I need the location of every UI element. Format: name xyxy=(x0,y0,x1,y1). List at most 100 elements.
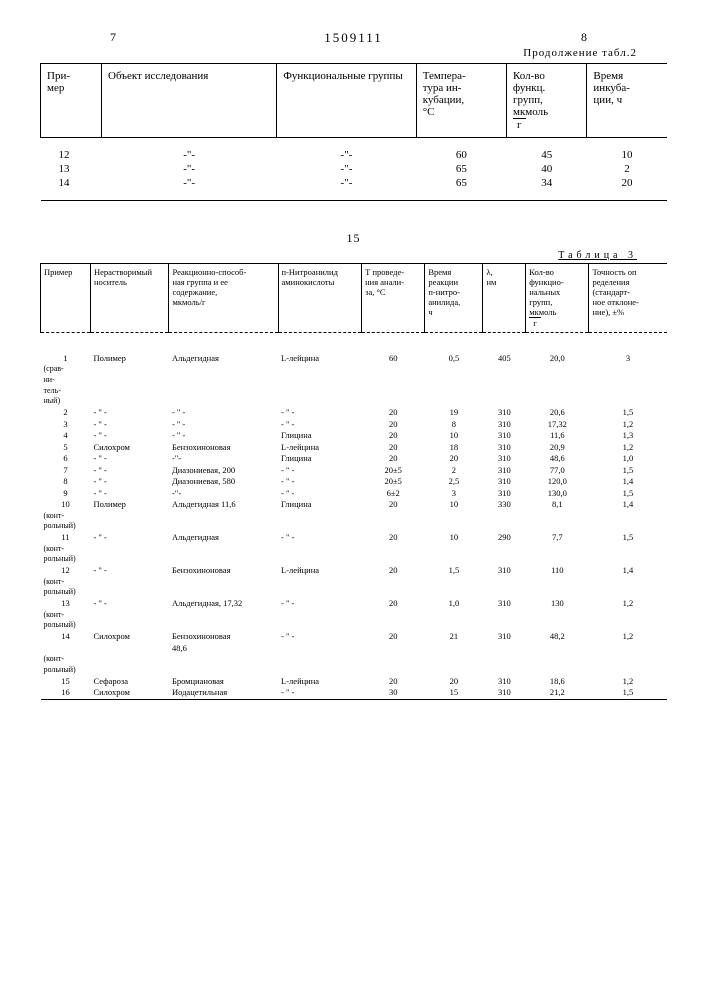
table-cell: Силохром xyxy=(90,631,169,654)
table-cell: 7,7 xyxy=(526,532,589,543)
table-cell: 8 xyxy=(425,419,483,430)
table-cell: Силохром xyxy=(90,687,169,699)
table-cell: - " - xyxy=(278,532,362,543)
table-cell: 1,2 xyxy=(589,631,667,654)
table-cell: Глицина xyxy=(278,430,362,441)
table-cell: 14 xyxy=(41,176,102,190)
table-row: 15СефарозаБромциановаяL-лейцина202031018… xyxy=(41,676,668,687)
page-right: 8 xyxy=(581,30,587,45)
table-row-note: (конт- рольный) xyxy=(41,544,668,566)
table-cell: 1,4 xyxy=(589,499,667,510)
table-cell: - " - xyxy=(278,419,362,430)
table-cell: 20 xyxy=(362,532,425,543)
table-cell: 20 xyxy=(362,565,425,576)
table-cell: 310 xyxy=(483,488,526,499)
table-2: При- мер Объект исследования Функциональ… xyxy=(40,63,667,201)
table-cell: 2 xyxy=(587,162,667,176)
table-cell: 6 xyxy=(41,453,91,464)
table-cell: 20 xyxy=(425,676,483,687)
table-cell: - " - xyxy=(90,419,169,430)
table-row: 4- " -- " -Глицина201031011,61,3 xyxy=(41,430,668,441)
table-cell: -"- xyxy=(169,453,278,464)
table-cell: 20,6 xyxy=(526,407,589,418)
table-cell: 4 xyxy=(41,430,91,441)
table-cell: 110 xyxy=(526,565,589,576)
table-cell: 34 xyxy=(506,176,586,190)
table-cell: - " - xyxy=(90,598,169,609)
table-cell: 310 xyxy=(483,465,526,476)
table-row-note: (срав- ни- тель- ный) xyxy=(41,364,668,407)
table-cell: 30 xyxy=(362,687,425,699)
table-cell: 1,0 xyxy=(589,453,667,464)
table-cell: L-лейцина xyxy=(278,565,362,576)
table-cell: Альдегидная, 17,32 xyxy=(169,598,278,609)
table-cell: Сефароза xyxy=(90,676,169,687)
table-cell: 3 xyxy=(425,488,483,499)
table-row: 11- " -Альдегидная- " -20102907,71,5 xyxy=(41,532,668,543)
table-cell: L-лейцина xyxy=(278,353,362,364)
table-row: 1ПолимерАльдегиднаяL-лейцина600,540520,0… xyxy=(41,353,668,364)
table-cell: Силохром xyxy=(90,442,169,453)
table-row: 9- " --"-- " -6±23310130,01,5 xyxy=(41,488,668,499)
table-cell: -"- xyxy=(169,488,278,499)
table-cell: 11,6 xyxy=(526,430,589,441)
table-cell: 13 xyxy=(41,162,102,176)
table-cell: Диазониевая, 580 xyxy=(169,476,278,487)
table-cell: Бензохиноновая xyxy=(169,565,278,576)
table-cell: - " - xyxy=(90,476,169,487)
table-cell: 48,6 xyxy=(526,453,589,464)
table-cell: 20 xyxy=(362,430,425,441)
table-cell: - " - xyxy=(169,419,278,430)
table-cell: 20 xyxy=(362,676,425,687)
table-cell: 1,2 xyxy=(589,676,667,687)
table-cell: -"- xyxy=(102,148,277,162)
table-cell: 16 xyxy=(41,687,91,699)
row-note: (конт- рольный) xyxy=(41,544,91,566)
row-note: (конт- рольный) xyxy=(41,511,91,533)
mid-number: 15 xyxy=(40,231,667,246)
table-cell: 310 xyxy=(483,687,526,699)
table-cell: 1 xyxy=(41,353,91,364)
t3-col-accuracy: Точность оп ределения (стандарт- ное отк… xyxy=(589,263,667,332)
table-cell: 20±5 xyxy=(362,476,425,487)
table-cell: 20 xyxy=(425,453,483,464)
table-cell: -"- xyxy=(102,162,277,176)
table-cell: Полимер xyxy=(90,353,169,364)
table-cell: Альдегидная 11,6 xyxy=(169,499,278,510)
table-cell: - " - xyxy=(90,532,169,543)
t3-col-example: Пример xyxy=(41,263,91,332)
table-cell: 310 xyxy=(483,419,526,430)
table-cell: 60 xyxy=(362,353,425,364)
table-cell: 10 xyxy=(425,430,483,441)
table-cell: 310 xyxy=(483,676,526,687)
table-cell: - " - xyxy=(169,407,278,418)
table-cell: L-лейцина xyxy=(278,442,362,453)
table-cell: 13 xyxy=(41,598,91,609)
table-cell: - " - xyxy=(90,565,169,576)
table-cell: 20±5 xyxy=(362,465,425,476)
table-cell: 48,2 xyxy=(526,631,589,654)
table-cell: 40 xyxy=(506,162,586,176)
doc-number: 1509111 xyxy=(324,30,383,46)
table-cell: 130 xyxy=(526,598,589,609)
t3-col-count-top: Кол-во функцио- нальных групп, мкмоль xyxy=(529,267,563,318)
table-cell: 310 xyxy=(483,430,526,441)
table-cell: 1,5 xyxy=(589,488,667,499)
table-cell: - " - xyxy=(278,631,362,654)
table-row-note: (конт- рольный) xyxy=(41,654,668,676)
table-row: 10ПолимерАльдегидная 11,6Глицина20103308… xyxy=(41,499,668,510)
t2-col-count-top: Кол-во функц. групп, мкмоль xyxy=(513,70,548,118)
page-header: 7 1509111 8 xyxy=(40,30,667,45)
table-cell: 12 xyxy=(41,148,102,162)
table-cell: 1,5 xyxy=(589,465,667,476)
table-cell: 310 xyxy=(483,598,526,609)
table-cell: Альдегидная xyxy=(169,532,278,543)
table-cell: -"- xyxy=(277,176,416,190)
table-row: 14СилохромБензохиноновая 48,6- " -202131… xyxy=(41,631,668,654)
table-row: 6- " --"-Глицина202031048,61,0 xyxy=(41,453,668,464)
table-cell: 1,5 xyxy=(425,565,483,576)
table-cell: Бромциановая xyxy=(169,676,278,687)
table-cell: 19 xyxy=(425,407,483,418)
table-cell: 21 xyxy=(425,631,483,654)
table-cell: 60 xyxy=(416,148,506,162)
